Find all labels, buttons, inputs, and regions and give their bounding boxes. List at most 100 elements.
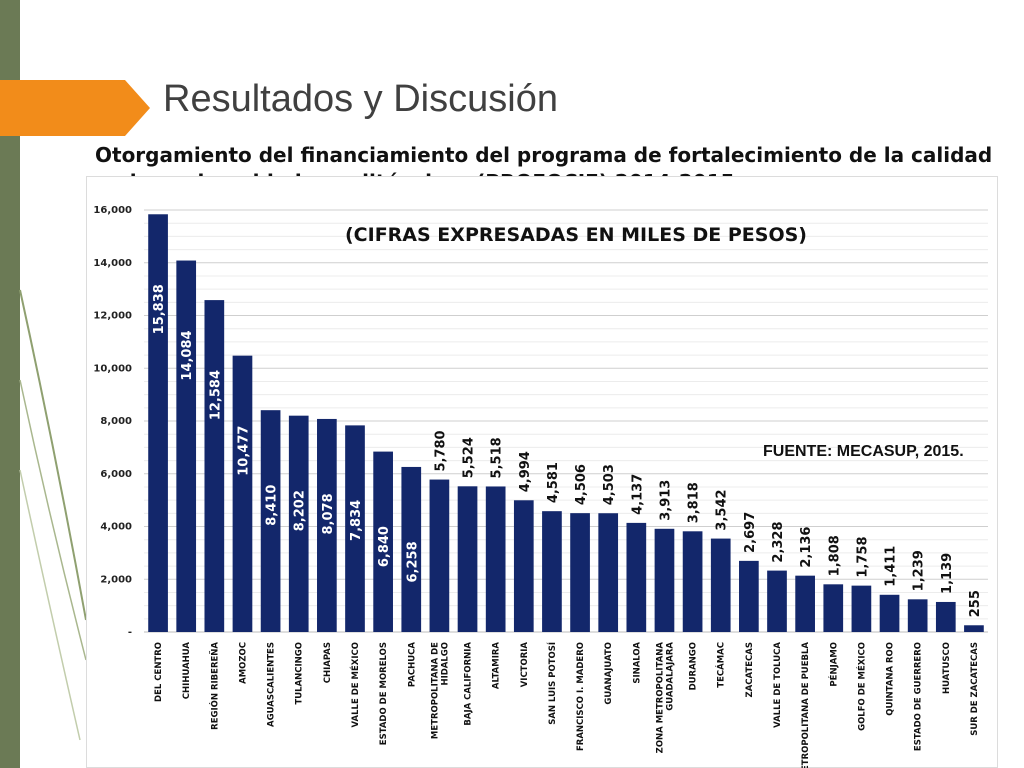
data-label: 8,078 (321, 493, 336, 534)
bar-1 (148, 214, 168, 632)
left-sidebar-bar (0, 0, 20, 768)
data-label: 1,808 (827, 535, 842, 576)
bar-5 (260, 410, 281, 632)
bar-20 (682, 531, 703, 632)
x-category-label: GOLFO DE MÉXICO (855, 642, 867, 731)
data-label: 1,239 (912, 550, 927, 591)
x-category-label: METROPOLITANA DEHIDALGO (430, 642, 450, 739)
bar-25 (823, 584, 844, 632)
data-label: 255 (968, 590, 983, 617)
bar-24 (795, 575, 815, 632)
x-category-label: ZONA METROPOLITANAGUADALAJARA (655, 642, 675, 754)
x-category-label: ZACATECAS (745, 642, 755, 697)
data-label: 15,838 (152, 284, 167, 334)
data-label: 4,581 (546, 462, 561, 503)
y-tick-label: 12,000 (93, 311, 132, 322)
bar-19 (654, 528, 675, 632)
data-label: 1,758 (855, 537, 870, 578)
x-category-label: SAN LUIS POTOSÍ (546, 642, 558, 725)
data-label: 7,834 (349, 500, 364, 541)
bar-17 (598, 513, 619, 632)
x-category-label: TECÁMAC (715, 642, 727, 688)
bar-16 (570, 513, 590, 632)
data-label: 3,913 (658, 480, 673, 521)
x-category-label: AGUASCALIENTES (267, 642, 277, 727)
bar-12 (457, 486, 478, 632)
bar-10 (401, 466, 422, 632)
x-category-label: SINALOA (632, 642, 642, 684)
bar-27 (879, 594, 900, 632)
y-tick-label: 10,000 (93, 363, 132, 374)
bar-3 (204, 300, 225, 632)
chart-note: (CIFRAS EXPRESADAS EN MILES DE PESOS) (345, 224, 807, 246)
x-category-label: BAJA CALIFORNIA (464, 642, 474, 726)
x-category-label: VICTORIA (520, 642, 530, 688)
bar-6 (288, 415, 309, 632)
y-tick-label: 16,000 (93, 205, 132, 216)
data-label: 2,697 (743, 512, 758, 553)
bar-26 (851, 585, 872, 632)
bar-8 (345, 425, 365, 632)
bar-28 (907, 599, 928, 632)
data-label: 5,524 (462, 437, 477, 478)
x-category-label: CHIHUAHUA (182, 642, 192, 700)
bar-13 (485, 486, 506, 632)
bar-23 (767, 570, 787, 632)
x-category-label: REGIÓN RIBEREÑA (208, 642, 220, 730)
data-label: 2,136 (799, 527, 814, 568)
data-label: 8,410 (265, 485, 280, 526)
data-label: 5,780 (433, 430, 448, 471)
x-category-label: HUATUSCO (942, 642, 952, 694)
y-tick-label: 2,000 (100, 574, 132, 585)
data-label: 10,477 (236, 426, 251, 476)
x-category-label: TULANCINGO (295, 642, 305, 705)
data-label: 8,202 (293, 490, 308, 531)
data-label: 1,411 (884, 546, 899, 587)
y-tick-label: 8,000 (100, 416, 132, 427)
y-tick-label: 4,000 (100, 522, 132, 533)
title-accent-arrow (0, 80, 150, 136)
data-label: 14,084 (180, 330, 195, 380)
bar-21 (710, 538, 731, 632)
bar-7 (317, 418, 337, 632)
x-category-label: QUINTANA ROO (886, 642, 896, 716)
x-category-label: ESTADO DE MORELOS (379, 642, 389, 745)
slide-title: Resultados y Discusión (163, 78, 558, 120)
x-category-label: PÉNJAMO (827, 642, 839, 687)
bar-29 (935, 601, 956, 632)
y-tick-label: 6,000 (100, 469, 132, 480)
data-label: 3,818 (687, 482, 702, 523)
x-category-label: PACHUCA (407, 642, 417, 688)
bar-11 (429, 479, 450, 632)
bar-22 (739, 560, 759, 632)
x-category-label: FRANCISCO I. MADERO (576, 642, 586, 751)
x-category-label: VALLE DE TOLUCA (773, 642, 783, 728)
bar-14 (513, 500, 534, 632)
data-label: 1,139 (940, 553, 955, 594)
chart-source: FUENTE: MECASUP, 2015. (763, 443, 964, 460)
bar-18 (626, 522, 647, 632)
data-label: 12,584 (208, 370, 223, 420)
bar-15 (542, 511, 562, 632)
x-category-label: DEL CENTRO (154, 642, 164, 702)
data-label: 6,840 (377, 526, 392, 567)
x-category-label: ALTAMIRA (492, 642, 502, 689)
bar-4 (232, 355, 253, 632)
bar-2 (176, 260, 197, 632)
bar-9 (373, 451, 393, 632)
data-label: 4,137 (630, 474, 645, 515)
x-category-label: DURANGO (689, 642, 699, 690)
x-category-label: GUANAJUATO (604, 642, 614, 705)
data-label: 6,258 (405, 541, 420, 582)
x-category-label: METROPOLITANA DE PUEBLA (801, 642, 811, 768)
x-category-label: AMOZOC (238, 642, 248, 684)
data-label: 4,506 (574, 464, 589, 505)
data-label: 4,994 (518, 451, 533, 492)
data-label: 2,328 (771, 521, 786, 562)
x-category-label: CHIAPAS (323, 642, 333, 683)
x-category-label: ESTADO DE GUERRERO (914, 642, 924, 751)
data-label: 3,542 (715, 489, 730, 530)
data-label: 5,518 (490, 437, 505, 478)
data-label: 4,503 (602, 464, 617, 505)
